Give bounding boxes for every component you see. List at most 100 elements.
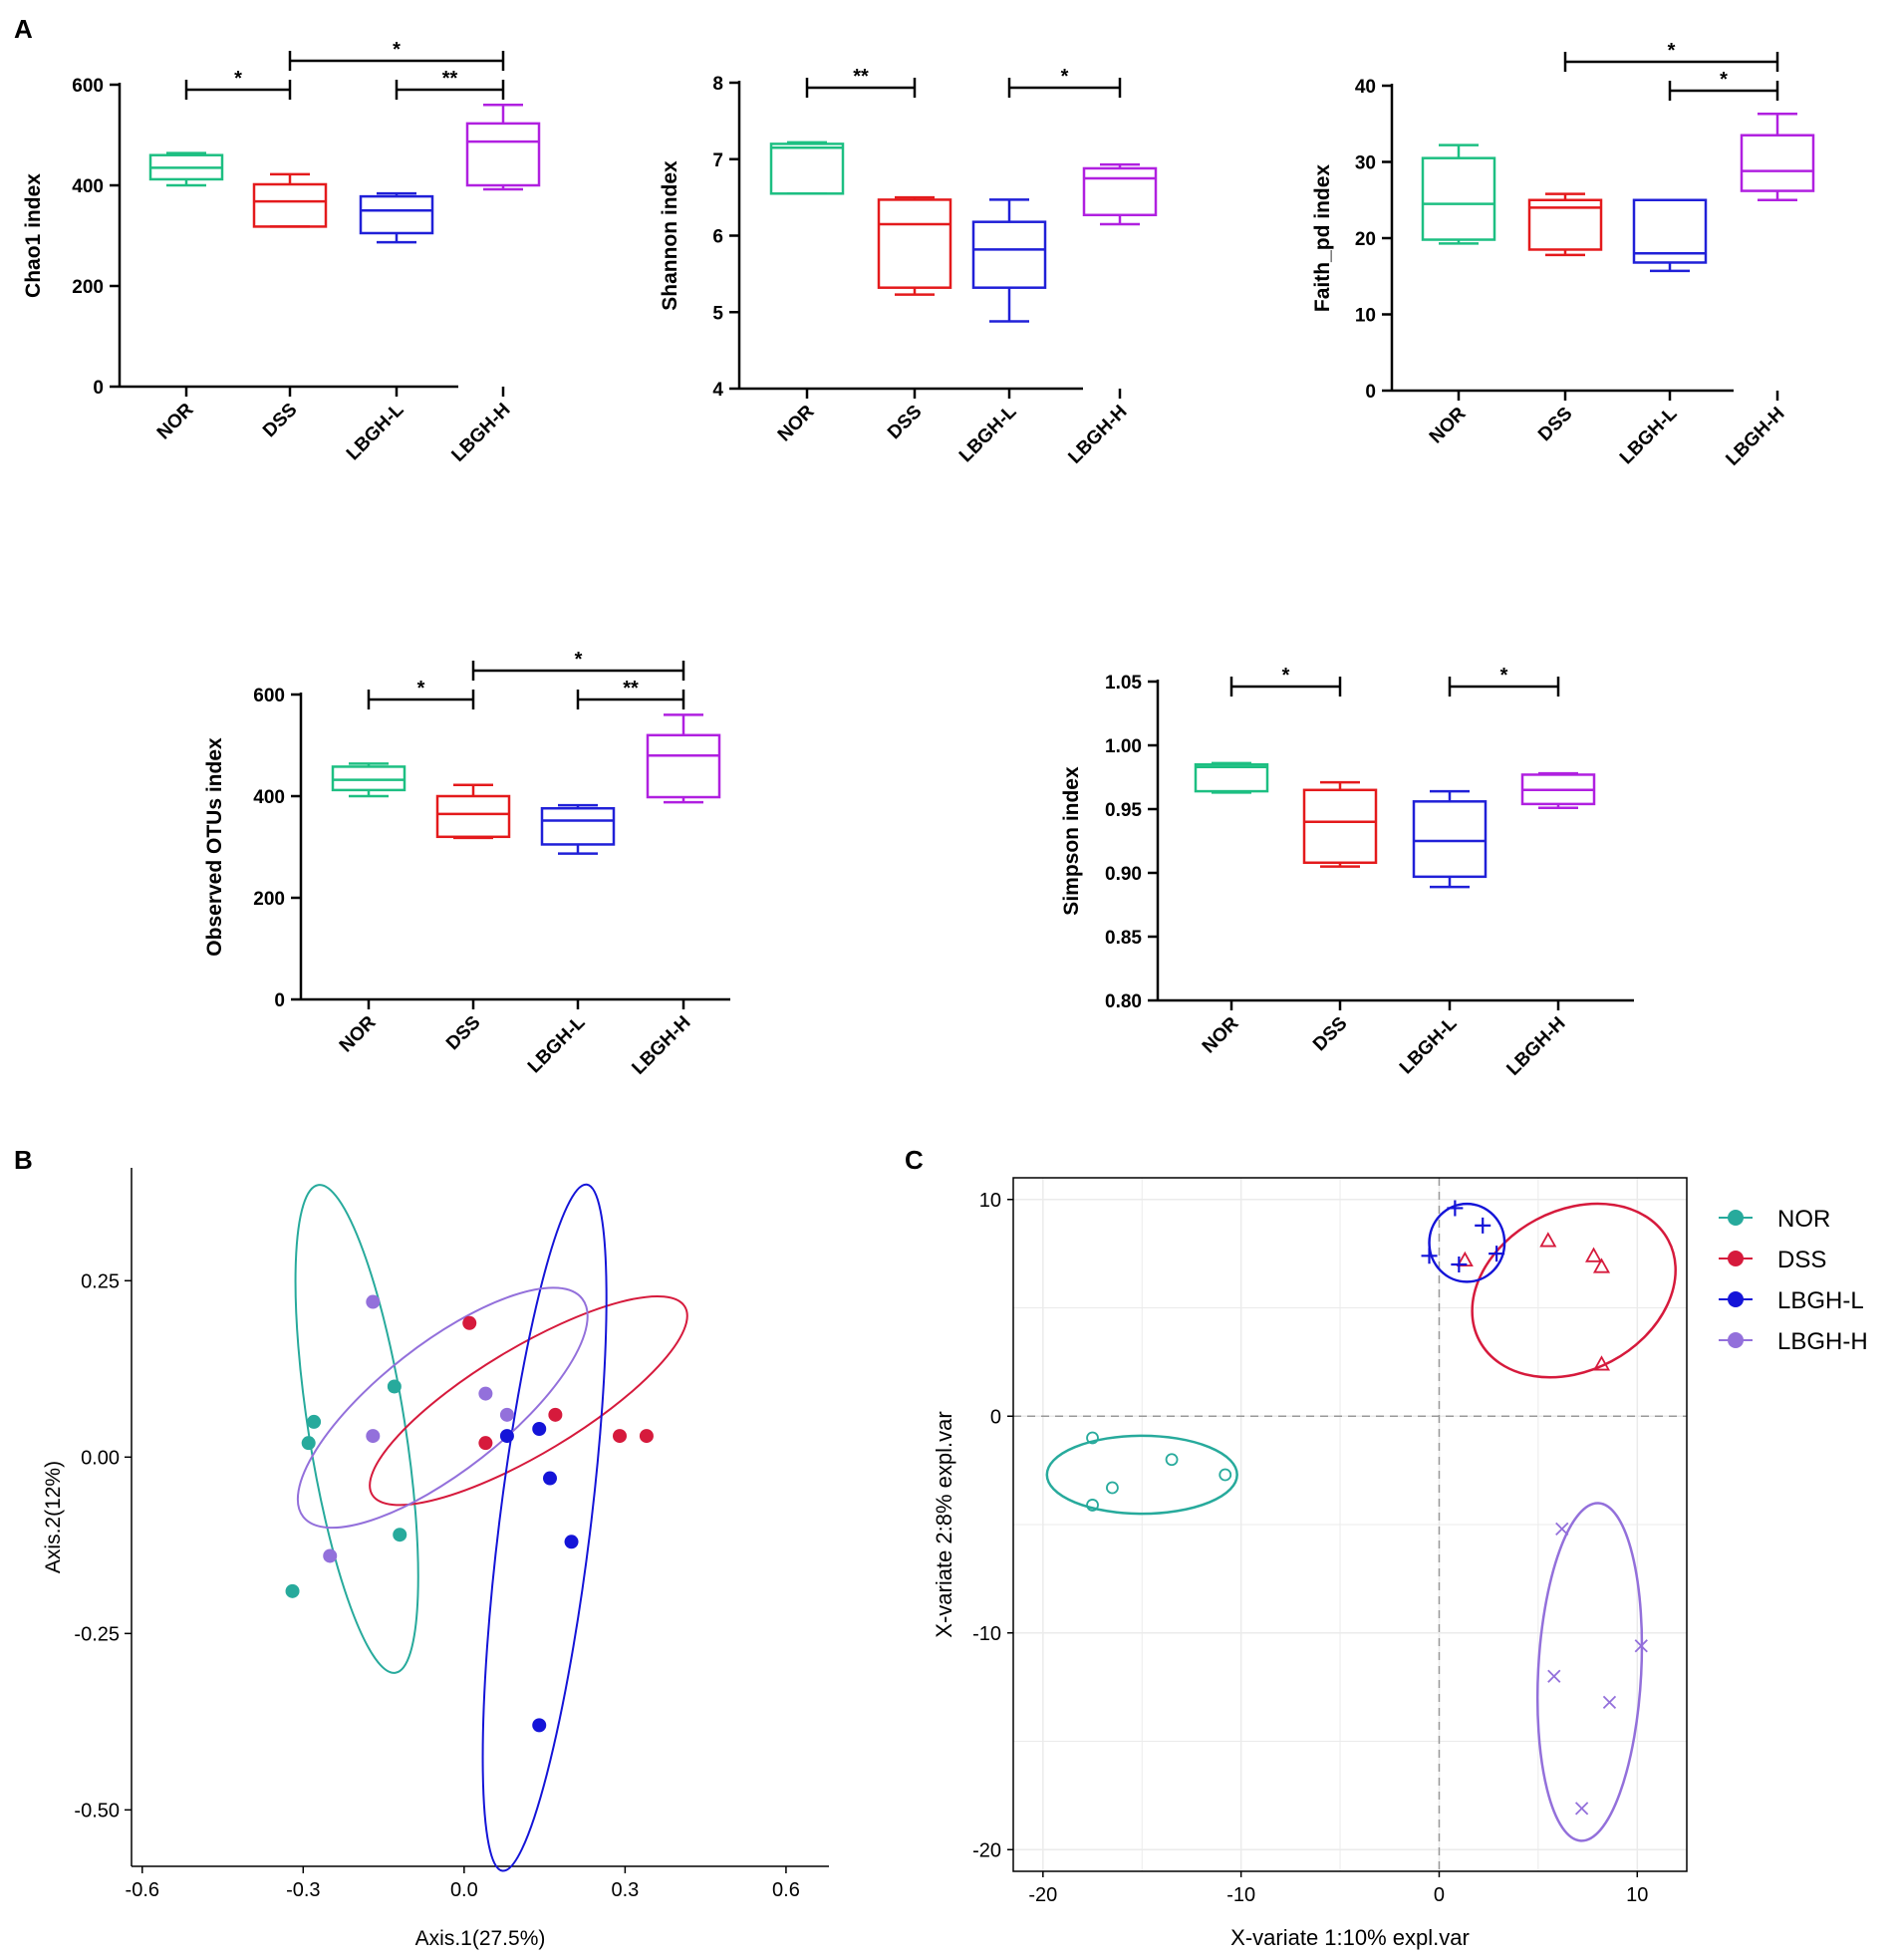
- box-body: [1194, 762, 1269, 793]
- box-nor: [1421, 143, 1496, 245]
- x-tick-label: 0: [1434, 1884, 1445, 1906]
- y-tick-label: 0.00: [81, 1447, 120, 1469]
- point-lbgh-h: [323, 1548, 338, 1563]
- x-tick-label: 0.6: [772, 1879, 800, 1901]
- point-lbgh-h: [366, 1294, 381, 1309]
- x-tick-label: DSS: [884, 402, 926, 443]
- panel-label-b: B: [14, 1145, 33, 1175]
- significance-label: *: [575, 649, 583, 671]
- x-axis-title: X-variate 1:10% expl.var: [1230, 1925, 1470, 1950]
- x-tick-label: 0.3: [611, 1879, 639, 1901]
- y-axis-title: Axis.2(12%): [42, 1461, 65, 1573]
- box-lbgh-l: [1632, 198, 1708, 273]
- y-tick-label: 20: [1355, 229, 1376, 250]
- box-body: [252, 182, 328, 228]
- y-tick-label: 200: [253, 889, 285, 910]
- y-axis-title: Observed OTUs index: [203, 737, 226, 957]
- x-tick-label: NOR: [336, 1011, 381, 1056]
- point-dss: [1585, 1247, 1603, 1262]
- legend-entry-lbgh-l: LBGH-L: [1719, 1287, 1864, 1314]
- y-axis-title: Faith_pd index: [1311, 164, 1334, 313]
- x-tick-label: LBGH-H: [447, 400, 514, 466]
- point-lbgh-l: [1489, 1246, 1505, 1262]
- y-tick-label: 0: [93, 378, 104, 399]
- x-tick-label: NOR: [1426, 403, 1471, 447]
- point-dss: [639, 1429, 654, 1444]
- ellipse-lbgh-h: [1535, 1502, 1644, 1842]
- simpson-boxplot: 0.80 0.85 0.90 0.95 1.00 1.05 Simpson index NOR…: [1060, 665, 1634, 1080]
- y-tick-label: 0.85: [1105, 928, 1142, 949]
- point-lbgh-h: [478, 1386, 493, 1401]
- box-dss: [877, 195, 952, 296]
- y-tick-label: 40: [1355, 77, 1376, 98]
- x-tick-label: -10: [1226, 1884, 1255, 1906]
- significance-label: *: [417, 678, 425, 700]
- y-tick-label: 10: [1355, 306, 1376, 327]
- box-body: [359, 194, 434, 235]
- y-tick-label: 1.05: [1105, 673, 1142, 694]
- box-body: [971, 220, 1047, 289]
- point-lbgh-l: [499, 1429, 514, 1444]
- point-nor: [1086, 1431, 1099, 1445]
- box-body: [646, 733, 721, 799]
- x-tick-label: LBGH-H: [628, 1012, 694, 1079]
- significance-label: *: [1668, 40, 1676, 62]
- ellipse-lbgh-l: [481, 1183, 608, 1872]
- box-lbgh-h: [1520, 771, 1596, 809]
- panel-label-a: A: [14, 14, 33, 44]
- x-axis-title: Axis.1(27.5%): [415, 1927, 546, 1950]
- box-lbgh-h: [1740, 113, 1815, 201]
- box-body: [769, 142, 845, 195]
- x-tick-label: DSS: [1534, 404, 1576, 445]
- point-lbgh-l: [543, 1471, 557, 1486]
- y-tick-label: -0.50: [74, 1800, 120, 1821]
- x-tick-label: LBGH-L: [524, 1011, 590, 1077]
- point-lbgh-h: [499, 1407, 514, 1422]
- x-tick-label: LBGH-L: [1396, 1012, 1462, 1078]
- significance-label: **: [853, 66, 869, 88]
- y-tick-label: 6: [712, 227, 723, 248]
- y-tick-label: 0.80: [1105, 991, 1142, 1012]
- box-dss: [252, 172, 328, 228]
- legend: NOR DSS LBGH-L LBGH-H: [1719, 1206, 1868, 1355]
- significance-label: *: [234, 68, 242, 90]
- significance-label: *: [1500, 665, 1508, 687]
- y-tick-label: 600: [253, 686, 285, 706]
- box-body: [1740, 134, 1815, 192]
- point-lbgh-h: [1555, 1522, 1569, 1536]
- panel-label-c: C: [905, 1145, 924, 1175]
- x-tick-label: LBGH-L: [343, 399, 408, 464]
- significance-label: *: [393, 39, 401, 61]
- y-tick-label: 10: [979, 1190, 1001, 1212]
- y-tick-label: -10: [972, 1623, 1001, 1645]
- x-tick-label: LBGH-H: [1722, 404, 1788, 470]
- point-dss: [462, 1315, 477, 1330]
- ellipse-nor: [294, 1184, 419, 1674]
- point-lbgh-l: [1451, 1257, 1468, 1272]
- point-nor: [1165, 1453, 1179, 1467]
- chao1-boxplot: 0 200 400 600 Chao1 index NOR DSS LBGH-L LBGH-H *…: [22, 39, 541, 466]
- point-lbgh-l: [532, 1718, 547, 1733]
- significance-label: *: [1061, 66, 1069, 88]
- point-lbgh-h: [1574, 1802, 1589, 1816]
- x-tick-label: NOR: [153, 399, 198, 443]
- point-dss: [1456, 1251, 1474, 1267]
- significance-bracket: **: [576, 678, 685, 709]
- legend-label: DSS: [1777, 1247, 1826, 1273]
- x-tick-label: NOR: [1199, 1012, 1243, 1057]
- ellipse-nor: [1045, 1434, 1238, 1516]
- x-tick-label: LBGH-L: [1616, 403, 1682, 468]
- legend-label: NOR: [1777, 1206, 1830, 1233]
- point-dss: [1592, 1258, 1611, 1273]
- ellipse-lbgh-h: [296, 1286, 589, 1530]
- y-axis-title: Shannon index: [659, 160, 681, 311]
- y-tick-label: 0.25: [81, 1270, 120, 1292]
- box-lbgh-h: [1082, 162, 1158, 226]
- legend-key-dot: [1728, 1332, 1744, 1348]
- significance-bracket: **: [805, 66, 917, 98]
- x-tick-label: LBGH-H: [1064, 402, 1131, 468]
- y-axis-title: Chao1 index: [22, 173, 45, 298]
- significance-label: *: [1282, 665, 1290, 687]
